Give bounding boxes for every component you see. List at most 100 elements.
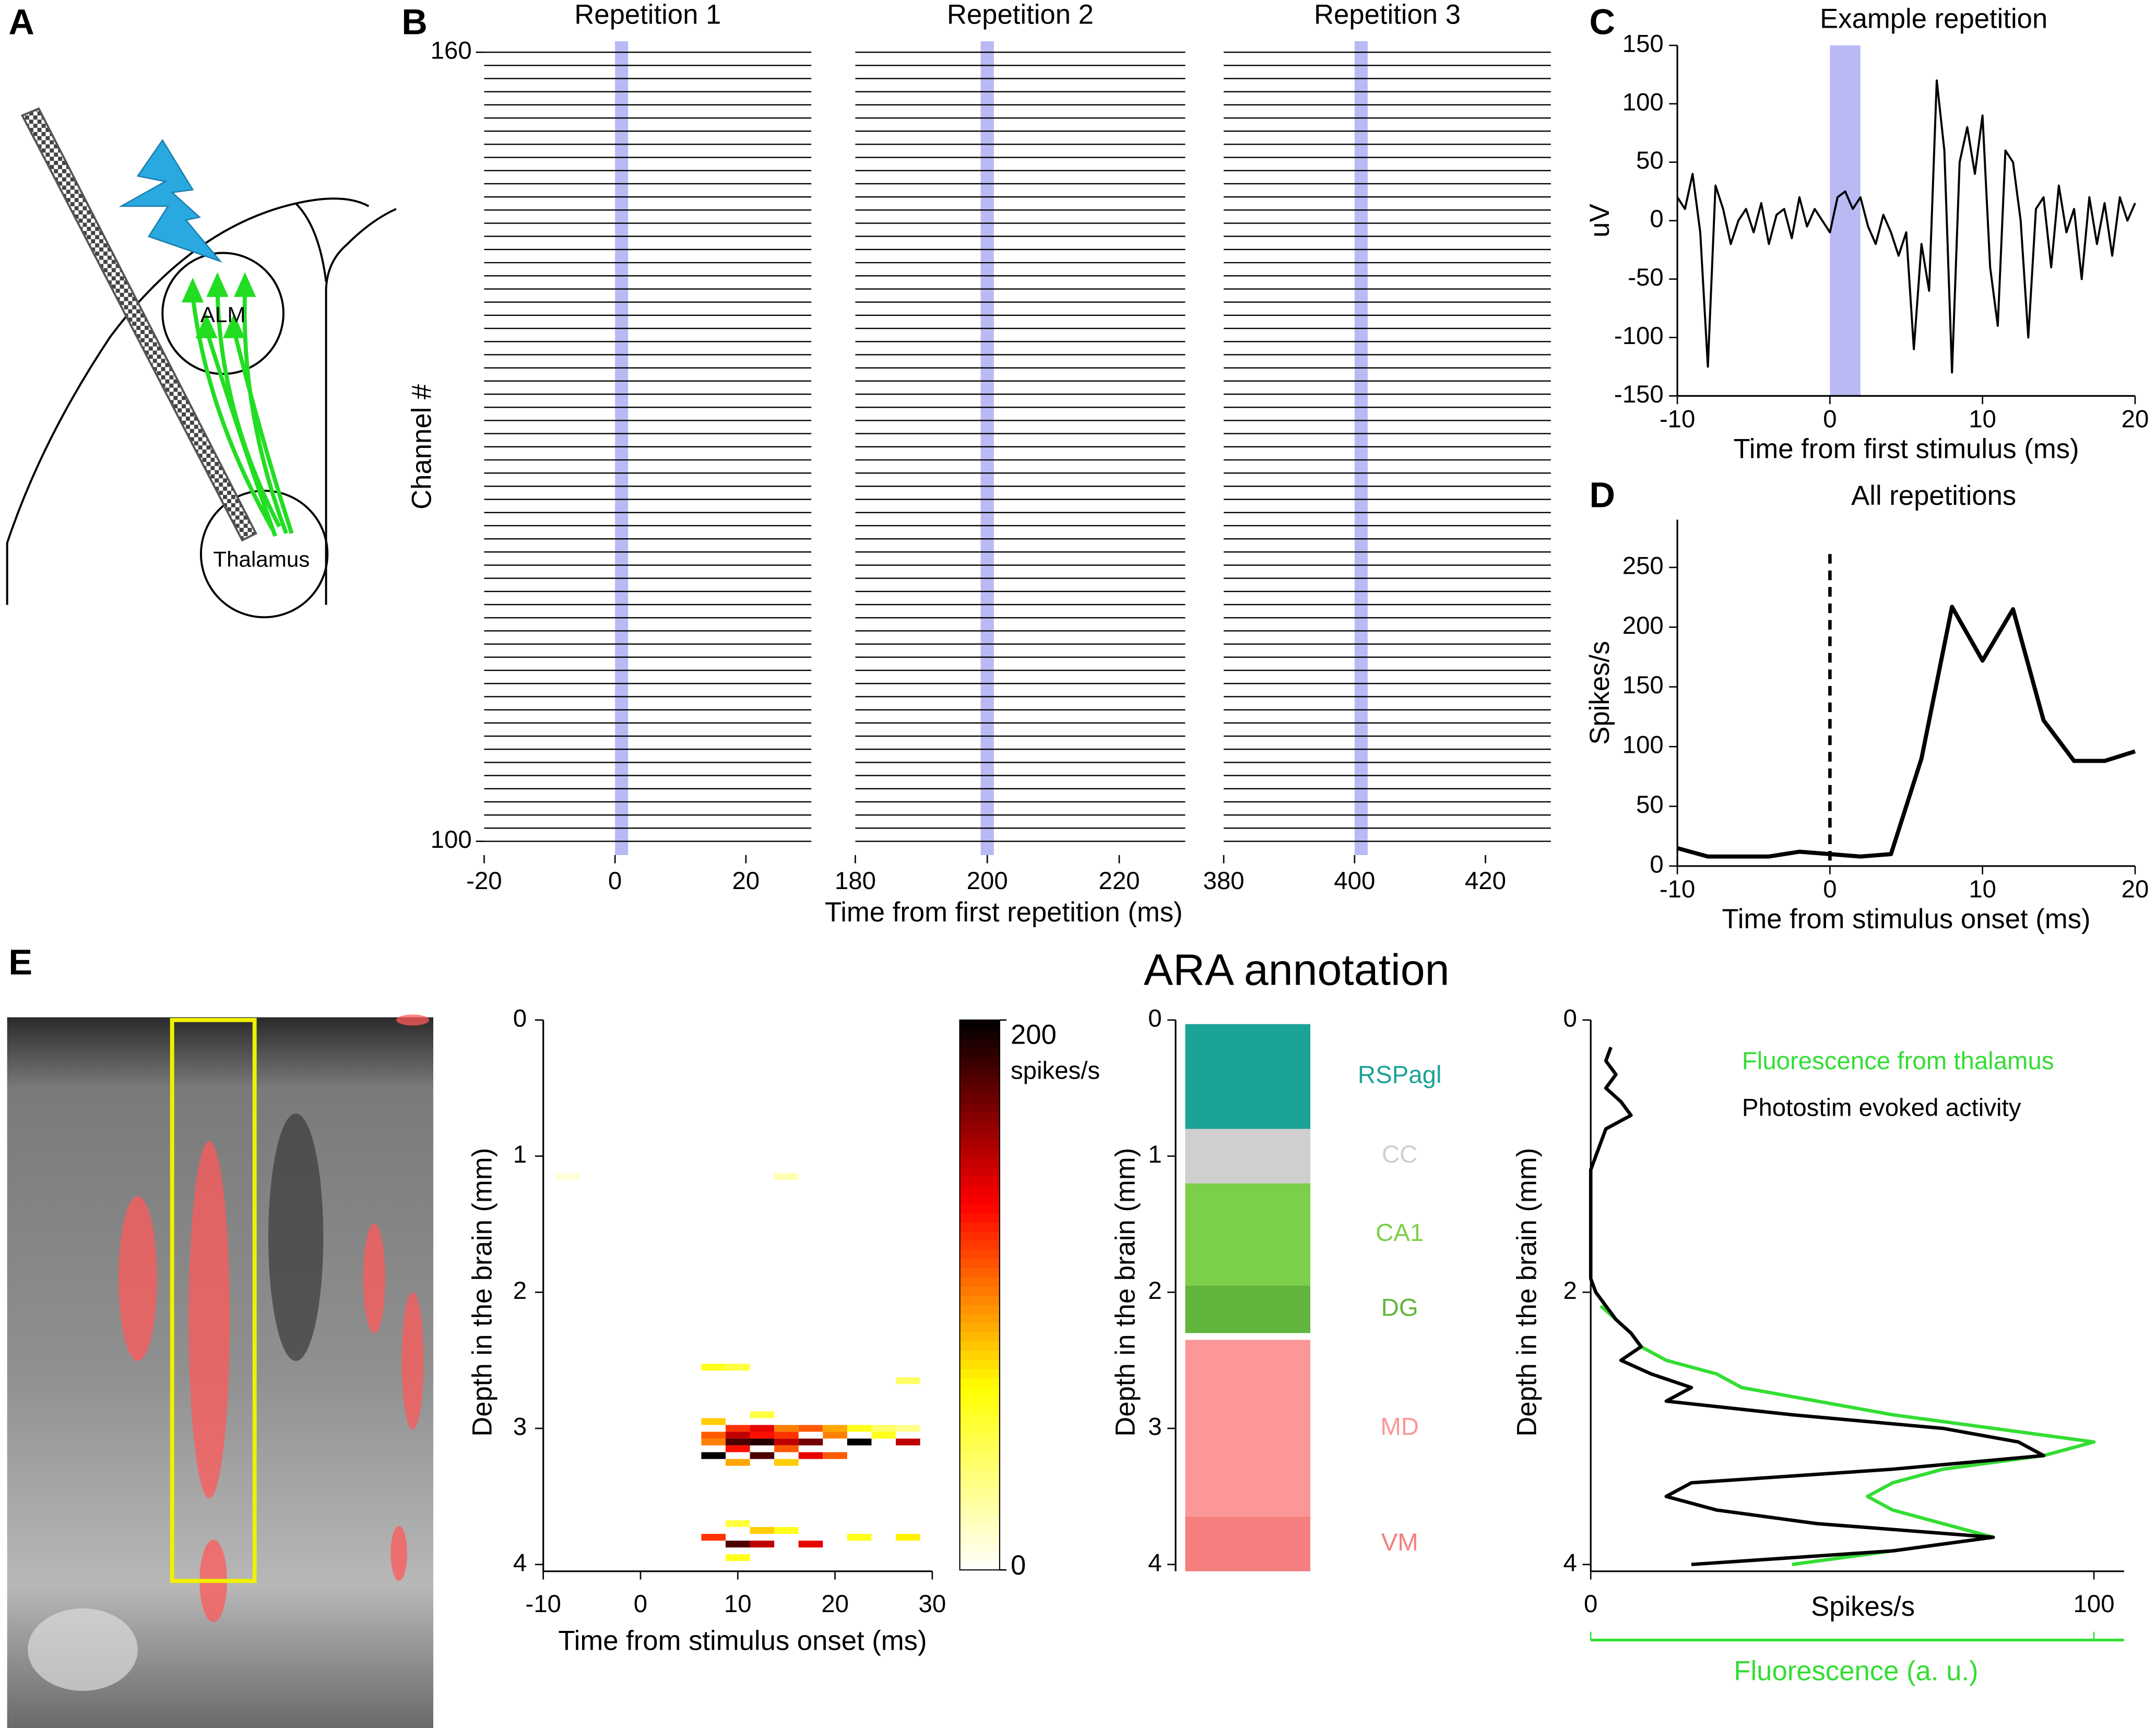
stim-band — [980, 41, 994, 855]
y-tick-label: 50 — [1636, 791, 1664, 819]
region — [1185, 1517, 1311, 1571]
colorbar-step — [959, 1496, 1000, 1507]
y-tick-label: 50 — [1636, 147, 1664, 174]
y-tick-label: 100 — [431, 826, 472, 854]
y-tick-label: 150 — [1622, 30, 1664, 57]
colorbar-step — [959, 1506, 1000, 1516]
colorbar-step — [959, 1139, 1000, 1149]
y-tick-label: 0 — [1650, 205, 1663, 233]
colorbar-label: spikes/s — [1011, 1057, 1100, 1084]
colorbar-step — [959, 1111, 1000, 1122]
colorbar-step — [959, 1560, 1000, 1571]
stim-band — [615, 41, 629, 855]
heat-cell — [750, 1438, 775, 1446]
colorbar-step — [959, 1295, 1000, 1305]
panel-label: C — [1590, 2, 1615, 42]
x-tick-label: 20 — [2122, 875, 2149, 903]
x-tick-label: -10 — [525, 1590, 561, 1618]
colorbar-step — [959, 1423, 1000, 1434]
colorbar-step — [959, 1395, 1000, 1406]
colorbar-step — [959, 1432, 1000, 1442]
colorbar-step — [959, 1230, 1000, 1241]
x-tick-label: -20 — [466, 867, 502, 895]
legend-entry: Fluorescence from thalamus — [1742, 1047, 2054, 1075]
colorbar-step — [959, 1212, 1000, 1223]
region-label: VM — [1381, 1529, 1418, 1556]
neurons — [182, 272, 256, 338]
colorbar-step — [959, 1020, 1000, 1030]
colorbar-step — [959, 1084, 1000, 1094]
alm-region — [161, 252, 285, 375]
colorbar-step — [959, 1157, 1000, 1168]
region-label: CC — [1382, 1141, 1417, 1168]
panel-label: A — [8, 2, 34, 42]
subplot-title: Repetition 3 — [1314, 0, 1461, 30]
x-tick-label: 400 — [1334, 867, 1375, 895]
x-tick-label: 10 — [724, 1590, 752, 1618]
x-tick-label: 0 — [634, 1590, 647, 1618]
colorbar-tick-label: 0 — [1011, 1550, 1026, 1581]
colorbar-step — [959, 1450, 1000, 1461]
colorbar-step — [959, 1093, 1000, 1104]
region-label: RSPagl — [1358, 1061, 1442, 1089]
x-tick-label: 0 — [1584, 1590, 1597, 1618]
heat-cell — [750, 1425, 775, 1432]
colorbar-step — [959, 1368, 1000, 1378]
x-axis-label: Time from stimulus onset (ms) — [1722, 904, 2090, 934]
roi-box — [170, 1017, 257, 1583]
heat-cell — [725, 1438, 750, 1446]
y-tick-label: 1 — [513, 1141, 527, 1168]
region-label: ALM — [200, 302, 246, 327]
heat-cell — [847, 1425, 872, 1432]
panel-label: E — [8, 942, 32, 983]
y-tick-label: 3 — [1148, 1413, 1162, 1441]
x-axis-label: Time from first stimulus (ms) — [1733, 434, 2079, 465]
y-tick-label: 0 — [1650, 850, 1663, 878]
colorbar-step — [959, 1066, 1000, 1076]
y-tick-label: 0 — [1148, 1004, 1162, 1032]
x-tick-label: 0 — [1823, 875, 1837, 903]
colorbar-step — [959, 1249, 1000, 1259]
colorbar-step — [959, 1102, 1000, 1112]
x-tick-label: 20 — [2122, 405, 2149, 433]
image-feature — [28, 1608, 138, 1691]
region-label: CA1 — [1376, 1219, 1424, 1247]
x-tick-label: 0 — [1823, 405, 1837, 433]
colorbar-step — [959, 1405, 1000, 1415]
brain-outline — [6, 197, 370, 605]
heat-cell — [701, 1418, 726, 1425]
heat-cell — [847, 1438, 872, 1446]
region-label: MD — [1380, 1413, 1419, 1441]
y-tick-label: 2 — [1148, 1277, 1162, 1305]
colorbar-step — [959, 1552, 1000, 1561]
region — [1185, 1129, 1311, 1183]
x-tick-label: 220 — [1098, 867, 1140, 895]
colorbar-step — [959, 1542, 1000, 1553]
diagram — [6, 107, 397, 619]
x-tick-label: 20 — [821, 1590, 849, 1618]
heat-cell — [725, 1445, 750, 1452]
heat-cell — [798, 1438, 823, 1446]
heat-cell — [725, 1425, 750, 1432]
heat-cell — [774, 1438, 799, 1446]
heat-cell — [701, 1452, 726, 1459]
x-tick-label: 200 — [967, 867, 1008, 895]
colorbar-step — [959, 1038, 1000, 1048]
colorbar-step — [959, 1267, 1000, 1277]
colorbar-step — [959, 1240, 1000, 1250]
chart-title: All repetitions — [1851, 480, 2016, 511]
x-tick-label: 10 — [1969, 405, 1996, 433]
x-tick-label: -10 — [1660, 875, 1695, 903]
colorbar-step — [959, 1441, 1000, 1452]
heat-cell — [774, 1173, 799, 1180]
colorbar-step — [959, 1487, 1000, 1498]
y-axis-label: Spikes/s — [1584, 641, 1615, 745]
probe — [20, 107, 257, 542]
heat-cell — [725, 1541, 750, 1548]
colorbar-step — [959, 1359, 1000, 1369]
heat-cell — [725, 1459, 750, 1466]
x-tick-label: 0 — [608, 867, 622, 895]
y-tick-label: 100 — [1622, 731, 1664, 759]
heat-cell — [725, 1431, 750, 1439]
